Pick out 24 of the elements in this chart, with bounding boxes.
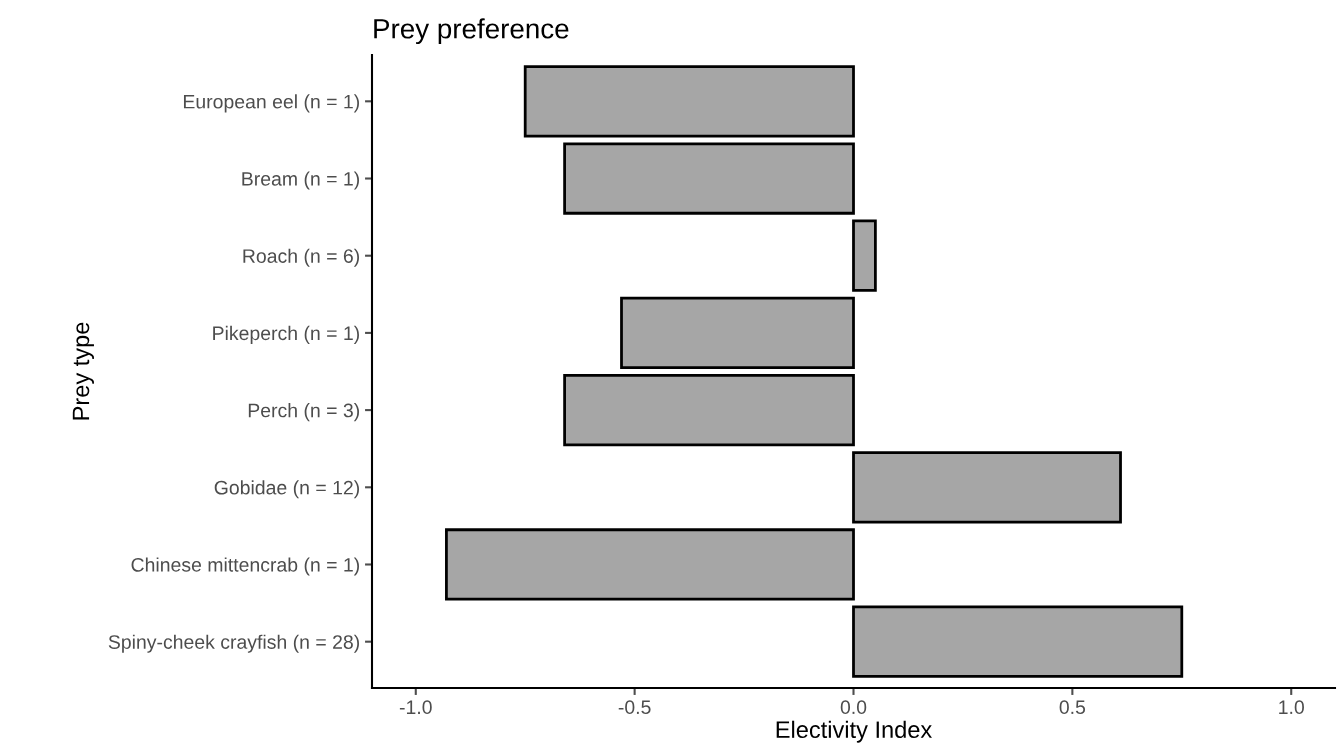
y-tick-label: Chinese mittencrab (n = 1) [131,557,359,576]
x-tick-label: -0.5 [618,700,651,715]
bar [852,605,1184,678]
bar [563,142,855,215]
chart-title: Prey preference [374,18,569,45]
y-tick-label: Pikeperch (n = 1) [213,325,359,344]
bar [445,528,855,601]
y-axis-title: Prey type [72,322,94,420]
x-axis-title: Electivity Index [776,720,932,743]
bar [523,65,855,138]
bar [852,451,1122,524]
bar [620,296,855,370]
y-tick-label: European eel (n = 1) [183,94,359,113]
x-tick-label: -1.0 [399,700,432,715]
y-tick-label: Perch (n = 3) [248,403,359,422]
x-tick-label: 0.0 [840,700,867,715]
y-tick-label: Spiny-cheek crayfish (n = 28) [108,634,359,653]
x-tick-label: 1.0 [1279,700,1304,715]
bar [852,219,877,292]
x-tick-label: 0.5 [1059,700,1086,715]
bar [563,373,855,447]
y-tick-label: Bream (n = 1) [242,171,359,190]
y-tick-label: Roach (n = 6) [243,248,359,267]
y-tick-label: Gobidae (n = 12) [214,480,359,499]
